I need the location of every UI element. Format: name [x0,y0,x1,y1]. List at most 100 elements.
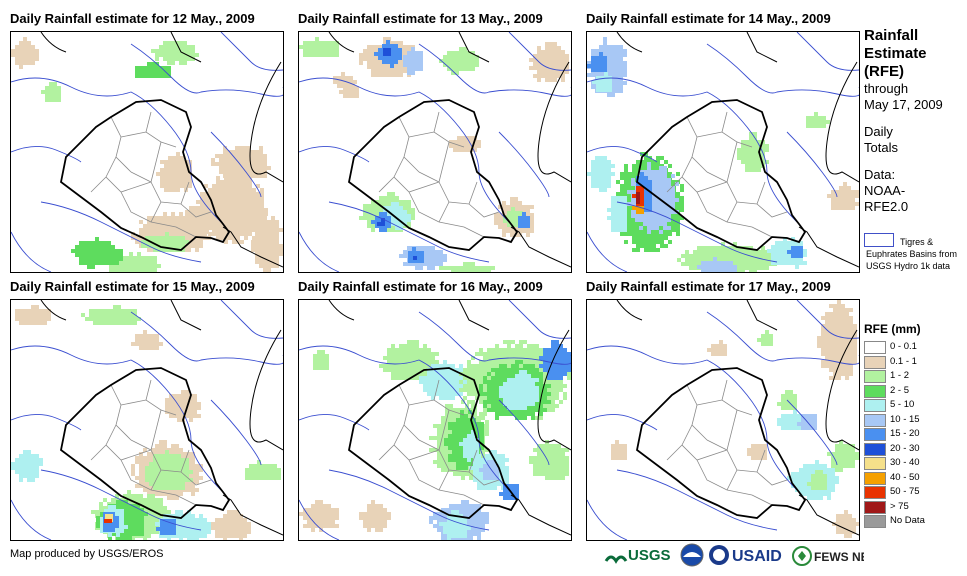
basin-line [299,231,340,272]
province-boundaries [378,111,500,238]
border-line [249,329,283,451]
border-line [746,32,778,63]
legend-swatch [864,413,886,427]
legend-label: 15 - 20 [890,428,920,439]
basin-line [40,469,202,531]
iraq-border [636,99,807,251]
basin-line [418,43,571,97]
legend-item: > 75 [864,500,964,515]
legend-label: 1 - 2 [890,370,910,381]
title-line: (RFE) [864,63,904,80]
basin-line [587,231,628,272]
basin-line [11,499,52,540]
legend-swatch [864,341,886,354]
rainfall-layer [299,340,571,540]
border-line [40,300,67,321]
basin-text: Tigres & Euphrates Basins from USGS Hydr… [866,237,958,271]
title-line: Rainfall [864,27,919,44]
sidebar: Rainfall Estimate (RFE) through May 17, … [864,27,964,215]
border-line [510,494,571,536]
iraq-border [348,99,519,251]
map-canvas [11,300,283,540]
legend-swatch [864,500,886,514]
basin-line [220,300,283,339]
usgs-logo: USGS [604,547,671,564]
data-source-line: Data: [864,167,896,182]
rainfall-layer [587,37,859,272]
legend-item: 40 - 50 [864,471,964,486]
border-line [458,32,490,63]
basin-outlines [587,300,859,540]
basin-line [706,311,859,365]
border-line [616,300,643,321]
basin-line [706,43,859,97]
legend-label: No Data [890,515,925,526]
basin-line [299,499,340,540]
basin-line [11,77,222,223]
logo-strip: USGS USAID FEWS NET [604,540,864,570]
legend-item: 15 - 20 [864,427,964,442]
legend-swatch [864,370,886,383]
border-line [458,300,490,331]
totals-label: Totals [864,140,898,155]
basin-line [508,32,571,71]
basin-line [786,399,838,466]
panel-title: Daily Rainfall estimate for 15 May., 200… [10,279,255,294]
rainfall-layer [299,37,569,272]
legend-swatch [864,442,886,456]
rainfall-map [586,299,860,541]
basin-outlines [299,32,571,272]
iraq-border [636,367,807,519]
basin-line [796,300,859,339]
rainfall-layer [611,300,859,538]
panel-title: Daily Rainfall estimate for 12 May., 200… [10,11,255,26]
basin-line [130,43,283,97]
rainfall-map [586,31,860,273]
basin-line [299,146,370,163]
iraq-border [60,99,231,251]
legend-swatch [864,355,886,369]
legend-swatch [864,384,886,398]
legend-item: 5 - 10 [864,398,964,413]
legend-item: 20 - 30 [864,442,964,457]
basin-legend: Tigres & Euphrates Basins from USGS Hydr… [864,233,964,293]
rainfall-map [298,31,572,273]
legend-swatch [864,399,886,412]
legend-item: 1 - 2 [864,369,964,384]
noaa-logo [680,543,704,567]
map-canvas [587,32,859,272]
legend-label: 0.1 - 1 [890,355,917,367]
map-canvas [299,300,571,540]
legend-label: 0 - 0.1 [890,341,917,352]
map-canvas [587,300,859,540]
legend-item: 0 - 0.1 [864,340,964,355]
province-boundaries [666,379,788,506]
border-line [798,226,859,268]
rfe-legend: RFE (mm) 0 - 0.1 0.1 - 1 1 - 2 2 - 5 5 - 10 1… [864,322,964,529]
basin-line [220,32,283,71]
map-canvas [299,32,571,272]
province-boundaries [666,111,788,238]
basin-line [299,77,510,223]
rainfall-map [10,31,284,273]
legend-label: 2 - 5 [890,384,910,396]
basin-line [498,399,550,466]
legend-label: 30 - 40 [890,457,920,468]
basin-line [11,345,222,491]
border-line [537,329,571,451]
basin-line [587,499,628,540]
basin-line [130,311,283,365]
basin-line [498,131,550,198]
basin-line [328,201,490,263]
legend-label: 10 - 15 [890,413,920,425]
border-line [328,300,355,321]
map-canvas [11,32,283,272]
basin-line [299,345,510,491]
legend-swatch [864,428,886,441]
border-line [825,329,859,451]
legend-label: 20 - 30 [890,442,920,454]
legend-label: 50 - 75 [890,486,920,497]
border-line [40,32,67,53]
province-boundaries [378,379,500,506]
legend-swatch [864,471,886,485]
